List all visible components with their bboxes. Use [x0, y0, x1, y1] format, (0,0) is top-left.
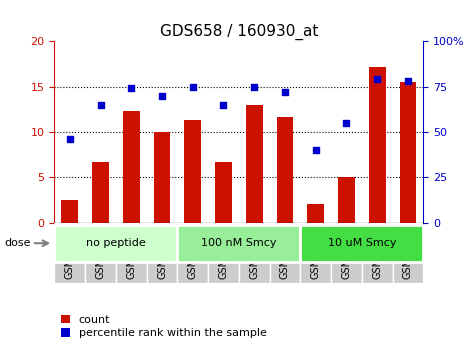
Text: GSM18338: GSM18338	[280, 226, 290, 279]
Bar	[177, 223, 208, 283]
Point	[312, 147, 320, 153]
Bar	[85, 223, 116, 283]
Bar	[154, 132, 170, 223]
Bar	[369, 67, 385, 223]
Point	[96, 102, 104, 108]
Point	[404, 78, 412, 84]
Bar	[277, 117, 293, 223]
Point	[66, 136, 74, 142]
Point	[342, 120, 350, 126]
Bar	[61, 200, 78, 223]
Bar	[246, 105, 263, 223]
Text: GSM18342: GSM18342	[403, 226, 413, 279]
Bar	[300, 223, 331, 283]
Text: GSM18336: GSM18336	[219, 226, 228, 279]
Bar	[300, 225, 423, 262]
Point	[219, 102, 227, 108]
Text: 10 uM Smcy: 10 uM Smcy	[328, 238, 396, 248]
Bar	[270, 223, 300, 283]
Text: GSM18334: GSM18334	[157, 226, 167, 279]
Bar	[362, 223, 393, 283]
Bar	[215, 162, 232, 223]
Text: 100 nM Smcy: 100 nM Smcy	[201, 238, 277, 248]
Bar	[177, 225, 300, 262]
Title: GDS658 / 160930_at: GDS658 / 160930_at	[160, 24, 318, 40]
Text: GSM18339: GSM18339	[311, 226, 321, 279]
Bar	[393, 223, 423, 283]
Bar	[184, 120, 201, 223]
Bar	[338, 177, 355, 223]
Point	[281, 89, 289, 95]
Bar	[331, 223, 362, 283]
Bar	[147, 223, 177, 283]
Bar	[54, 223, 85, 283]
Point	[374, 77, 381, 82]
Bar	[208, 223, 239, 283]
Bar	[54, 225, 177, 262]
Text: GSM18341: GSM18341	[372, 226, 382, 279]
Point	[251, 84, 258, 89]
Point	[128, 86, 135, 91]
Bar	[307, 204, 324, 223]
Point	[189, 84, 197, 89]
Text: GSM18335: GSM18335	[188, 226, 198, 279]
Text: GSM18332: GSM18332	[96, 226, 105, 279]
Text: dose: dose	[5, 238, 31, 248]
Text: GSM18337: GSM18337	[249, 226, 259, 279]
Legend: count, percentile rank within the sample: count, percentile rank within the sample	[60, 314, 268, 339]
Bar	[123, 111, 140, 223]
Text: GSM18331: GSM18331	[65, 226, 75, 279]
Bar	[239, 223, 270, 283]
Bar	[92, 162, 109, 223]
Point	[158, 93, 166, 99]
Text: GSM18333: GSM18333	[126, 226, 136, 279]
Bar	[116, 223, 147, 283]
Text: GSM18340: GSM18340	[342, 226, 351, 279]
Text: no peptide: no peptide	[86, 238, 146, 248]
Bar	[400, 82, 416, 223]
